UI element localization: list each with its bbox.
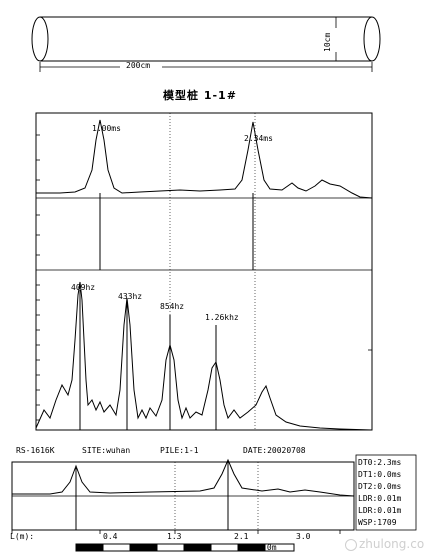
peak-label-234ms: 2.34ms [244, 134, 273, 143]
spectrum-curve [35, 281, 373, 431]
mini-waveform-markers [75, 462, 229, 530]
mini-waveform-panel [11, 461, 355, 531]
param-ldr-2: LDR:0.01m [358, 506, 402, 515]
freq-label-854hz: 854hz [160, 302, 185, 311]
axis-label: L(m): [10, 532, 35, 541]
diameter-label: 10cm [323, 32, 332, 52]
watermark-text: zhulong.com [359, 537, 424, 551]
peak-label-1ms: 1.00ms [92, 124, 121, 133]
axis-tick-21: 2.1 [234, 532, 249, 541]
site-label: SITE:wuhan [82, 446, 131, 455]
param-dt2: DT2:0.0ms [358, 482, 402, 491]
pile-label: PILE:1-1 [160, 446, 199, 455]
watermark-icon [345, 538, 357, 551]
length-label: 200cm [126, 61, 151, 70]
mini-waveform-ticks [174, 462, 259, 530]
cylinder-right-end [363, 16, 381, 62]
axis-tick-04: 0.4 [103, 532, 118, 541]
dotted-guides [169, 113, 256, 430]
main-plot-frame [35, 112, 373, 431]
param-wsp: WSP:1709 [358, 518, 397, 527]
params-box [355, 454, 417, 531]
figure-title: 模型桩 1-1# [163, 89, 237, 102]
param-dt1: DT1:0.0ms [358, 470, 402, 479]
param-ldr-1: LDR:0.01m [358, 494, 402, 503]
mini-waveform-curve [12, 458, 355, 497]
freq-label-409hz: 409hz [71, 283, 96, 292]
instrument-label: RS-1616K [16, 446, 55, 455]
scale-bar [75, 543, 295, 552]
diameter-dimension [320, 17, 340, 62]
len-label: LEN:2.0m [238, 543, 277, 552]
freq-label-433hz: 433hz [118, 292, 143, 301]
axis-tick-30: 3.0 [296, 532, 311, 541]
time-waveform-curve [36, 119, 373, 199]
date-label: DATE:20020708 [243, 446, 306, 455]
cylinder-specimen [31, 16, 381, 62]
time-marker-lines [99, 193, 254, 270]
length-dimension [39, 62, 373, 72]
param-dt0: DT0:2.3ms [358, 458, 402, 467]
axis-ticks [11, 530, 341, 534]
axis-tick-13: 1.3 [167, 532, 182, 541]
freq-label-126khz: 1.26khz [205, 313, 239, 322]
spectrum-marker-lines [79, 290, 217, 430]
cylinder-left-end [31, 16, 49, 62]
left-axis-ticks [36, 134, 372, 421]
watermark: zhulong.com [345, 537, 424, 551]
